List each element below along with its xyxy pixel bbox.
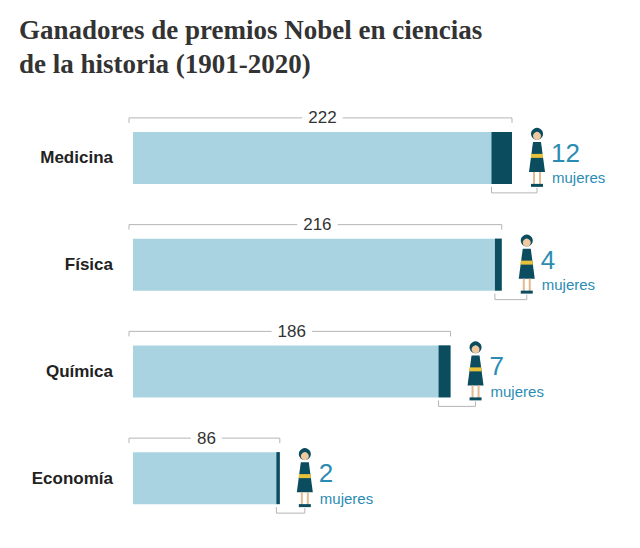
svg-text:Medicina: Medicina: [40, 148, 113, 167]
svg-text:Economía: Economía: [32, 469, 114, 488]
svg-text:de la historia (1901-2020): de la historia (1901-2020): [19, 49, 311, 79]
svg-text:7: 7: [490, 351, 504, 381]
svg-text:mujeres: mujeres: [542, 276, 595, 293]
svg-text:222: 222: [308, 108, 336, 127]
svg-text:mujeres: mujeres: [320, 490, 373, 507]
svg-text:12: 12: [551, 138, 580, 168]
svg-text:mujeres: mujeres: [552, 169, 605, 186]
svg-text:Química: Química: [46, 362, 114, 381]
svg-text:4: 4: [541, 245, 555, 275]
svg-text:Física: Física: [65, 255, 114, 274]
svg-text:Ganadores de premios Nobel en: Ganadores de premios Nobel en ciencias: [19, 15, 482, 45]
svg-text:186: 186: [278, 322, 306, 341]
svg-text:2: 2: [319, 458, 333, 488]
svg-text:mujeres: mujeres: [491, 383, 544, 400]
svg-text:216: 216: [303, 215, 331, 234]
svg-text:86: 86: [197, 429, 216, 448]
